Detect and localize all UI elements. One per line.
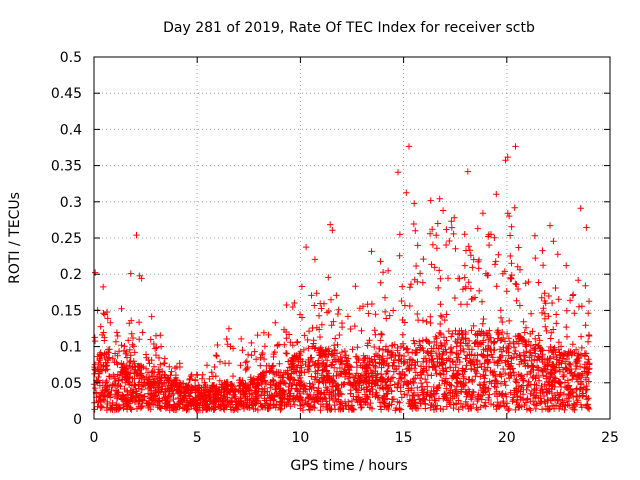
scatter-points [90, 143, 593, 414]
y-tick-label: 0.35 [51, 159, 82, 175]
grid-lines [94, 57, 610, 419]
y-tick-label: 0.25 [51, 231, 82, 247]
y-axis-label: ROTI / TECUs [7, 192, 23, 284]
x-tick-label: 10 [291, 430, 309, 446]
x-tick-label: 0 [90, 430, 99, 446]
x-tick-label: 25 [601, 430, 619, 446]
y-tick-label: 0.4 [60, 122, 82, 138]
y-tick-label: 0.2 [60, 267, 82, 283]
tick-labels: 0 5 10 15 20 25 0 0.05 0.1 0.15 0.2 0.25 0.3 0.35 0.4 0… [51, 50, 619, 446]
y-tick-label: 0.45 [51, 86, 82, 102]
x-tick-label: 5 [193, 430, 202, 446]
axis-ticks [93, 56, 611, 420]
y-tick-label: 0 [73, 412, 82, 428]
y-tick-label: 0.05 [51, 376, 82, 392]
x-tick-label: 15 [395, 430, 413, 446]
y-tick-label: 0.5 [60, 50, 82, 66]
y-tick-label: 0.1 [60, 340, 82, 356]
x-tick-label: 20 [498, 430, 516, 446]
y-tick-label: 0.3 [60, 195, 82, 211]
roti-plus-markers [90, 143, 593, 414]
y-tick-label: 0.15 [51, 303, 82, 319]
chart-title: Day 281 of 2019, Rate Of TEC Index for r… [163, 20, 535, 36]
x-axis-label: GPS time / hours [290, 458, 407, 474]
